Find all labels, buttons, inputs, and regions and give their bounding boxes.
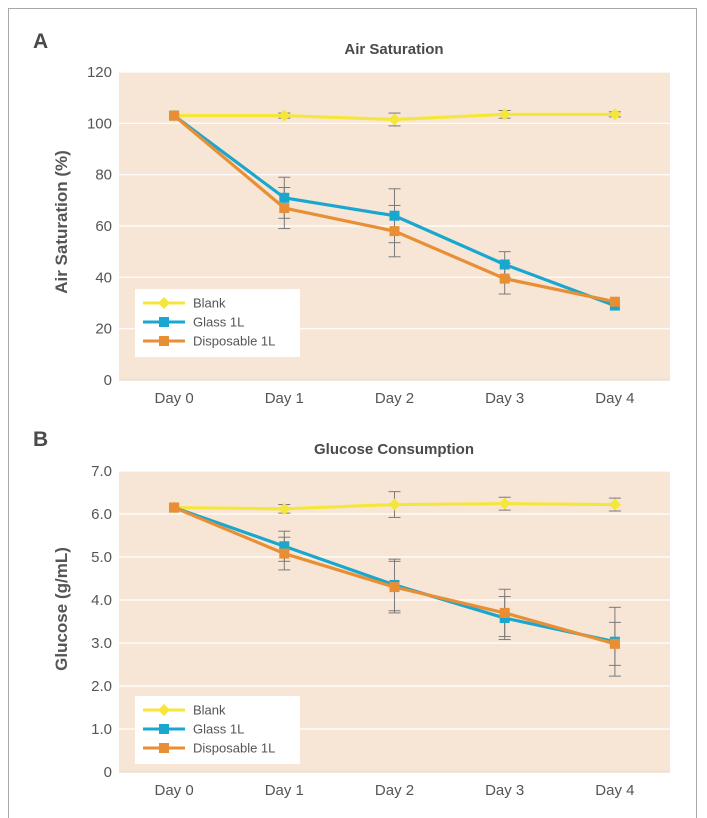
- data-point: [499, 607, 510, 618]
- chart-b: 0 1.0 2.0 3.0 4.0 5.0 6.0 7.0 Day 0 Day 1 Day 2 Day…: [91, 463, 670, 799]
- data-point: [608, 498, 621, 511]
- data-point: [279, 548, 290, 559]
- y-tick-label: 120: [87, 64, 112, 81]
- legend-swatch-marker: [159, 724, 169, 734]
- x-tick-label: Day 3: [485, 782, 524, 799]
- panel-letter-a: A: [33, 30, 48, 53]
- data-point: [169, 502, 180, 513]
- data-point: [609, 638, 620, 649]
- data-point: [608, 108, 621, 121]
- legend-label: Disposable 1L: [193, 741, 275, 756]
- y-tick-label: 7.0: [91, 463, 112, 480]
- y-tick-label: 100: [87, 115, 112, 132]
- x-tick-label: Day 0: [155, 390, 194, 407]
- y-tick-label: 40: [95, 269, 112, 286]
- x-tick-label: Day 1: [265, 390, 304, 407]
- x-tick-label: Day 2: [375, 390, 414, 407]
- x-tick-label: Day 2: [375, 782, 414, 799]
- data-point: [279, 192, 290, 203]
- legend-label: Disposable 1L: [193, 334, 275, 349]
- x-tick-label: Day 4: [595, 782, 634, 799]
- plots-layer: 0 20 40 60 80 100 120 Day 0 Day 1 Day 2 Day 3 Day 4…: [87, 64, 670, 799]
- x-tick-label: Day 4: [595, 390, 634, 407]
- panel-letter-b: B: [33, 428, 48, 451]
- legend-swatch-marker: [158, 704, 170, 716]
- y-axis-label-b: Glucose (g/mL): [52, 547, 71, 671]
- x-tick-label: Day 3: [485, 390, 524, 407]
- y-tick-label: 2.0: [91, 678, 112, 695]
- chart-title-a: Air Saturation: [344, 41, 443, 58]
- data-point: [498, 497, 511, 510]
- chart-title-b: Glucose Consumption: [314, 441, 474, 458]
- y-tick-label: 6.0: [91, 506, 112, 523]
- y-axis-label-a: Air Saturation (%): [52, 150, 71, 294]
- y-tick-label: 5.0: [91, 549, 112, 566]
- data-point: [499, 259, 510, 270]
- data-point: [279, 203, 290, 214]
- x-tick-label: Day 0: [155, 782, 194, 799]
- legend: Blank Glass 1L Disposable 1L: [135, 696, 300, 764]
- data-point: [498, 108, 511, 121]
- data-point: [278, 502, 291, 515]
- legend: Blank Glass 1L Disposable 1L: [135, 289, 300, 357]
- legend-label: Glass 1L: [193, 722, 244, 737]
- y-tick-label: 0: [104, 372, 112, 389]
- data-point: [389, 226, 400, 237]
- y-tick-label: 4.0: [91, 592, 112, 609]
- data-point: [609, 296, 620, 307]
- x-tick-label: Day 1: [265, 782, 304, 799]
- data-point: [169, 110, 180, 121]
- y-tick-label: 20: [95, 321, 112, 338]
- data-point: [499, 613, 510, 624]
- legend-label: Glass 1L: [193, 315, 244, 330]
- y-tick-label: 0: [104, 764, 112, 781]
- legend-swatch-marker: [159, 317, 169, 327]
- legend-label: Blank: [193, 296, 226, 311]
- data-point: [389, 582, 400, 593]
- data-point: [388, 498, 401, 511]
- data-point: [389, 210, 400, 221]
- data-point: [278, 109, 291, 122]
- y-tick-label: 1.0: [91, 721, 112, 738]
- y-tick-label: 80: [95, 167, 112, 184]
- legend-label: Blank: [193, 703, 226, 718]
- y-tick-label: 3.0: [91, 635, 112, 652]
- legend-swatch-marker: [159, 336, 169, 346]
- data-point: [499, 273, 510, 284]
- data-point: [388, 113, 401, 126]
- legend-swatch-marker: [158, 297, 170, 309]
- legend-swatch-marker: [159, 743, 169, 753]
- y-tick-label: 60: [95, 218, 112, 235]
- figure-frame: [8, 8, 697, 818]
- data-point: [279, 541, 290, 552]
- chart-a: 0 20 40 60 80 100 120 Day 0 Day 1 Day 2 Day 3 Day 4…: [87, 64, 670, 407]
